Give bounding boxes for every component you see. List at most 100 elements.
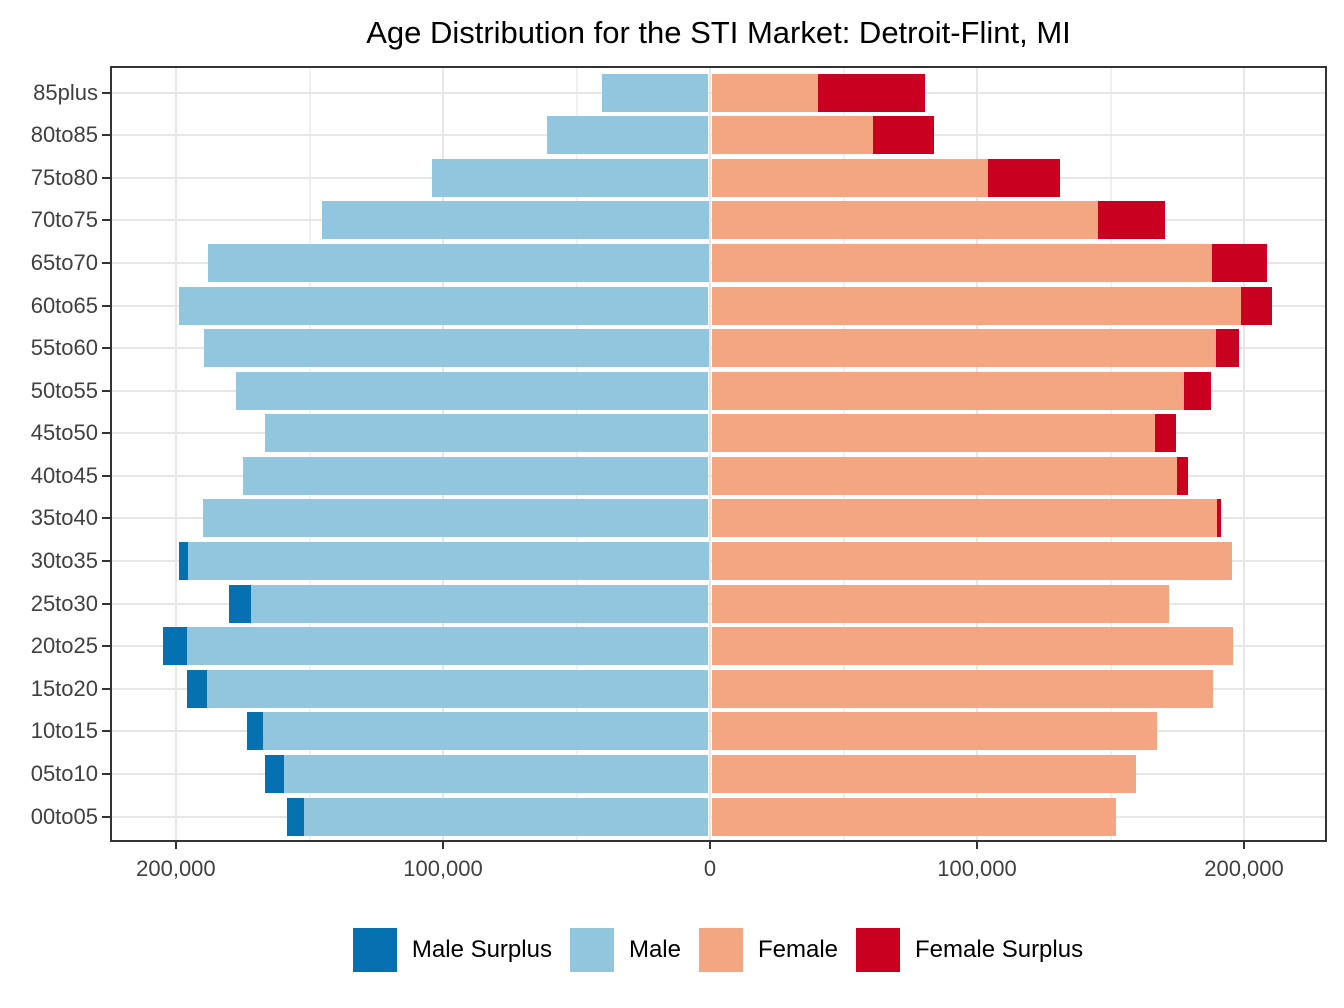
y-tick-label: 10to15 — [30, 718, 98, 744]
legend-label: Female — [757, 936, 839, 963]
x-tick-label: 100,000 — [403, 856, 483, 881]
female-bar-40to45 — [711, 456, 1178, 495]
male-bar-05to10 — [284, 754, 709, 793]
legend-item: Male Surplus — [352, 928, 552, 972]
y-tick — [102, 304, 110, 307]
y-tick-label: 00to05 — [30, 803, 98, 829]
y-tick-label: 25to30 — [30, 590, 98, 616]
y-tick-label: 50to55 — [30, 377, 98, 403]
male-bar-85plus — [601, 73, 709, 112]
y-tick-label: 20to25 — [30, 633, 98, 659]
male-surplus-bar-00to05 — [286, 797, 305, 836]
male-bar-35to40 — [202, 499, 709, 538]
female-bar-05to10 — [711, 754, 1136, 793]
y-tick — [102, 389, 110, 392]
female-surplus-bar-40to45 — [1177, 456, 1188, 495]
female-bar-75to80 — [711, 158, 988, 197]
y-tick-label: 45to50 — [30, 420, 98, 446]
x-gridline-major — [174, 66, 177, 842]
x-tick-label: 200,000 — [1204, 856, 1284, 881]
male-surplus-bar-25to30 — [229, 584, 251, 623]
male-bar-20to25 — [186, 627, 709, 666]
male-bar-25to30 — [250, 584, 709, 623]
x-tick — [442, 842, 444, 849]
y-tick-label: 75to80 — [30, 164, 98, 190]
legend-swatch-male-surplus — [352, 928, 397, 972]
male-bar-55to60 — [204, 329, 709, 367]
y-tick — [102, 176, 110, 179]
y-tick — [102, 134, 110, 137]
legend-swatch-female — [698, 928, 743, 972]
y-tick — [102, 347, 110, 349]
male-surplus-bar-15to20 — [186, 669, 207, 708]
legend-swatch-female-surplus — [856, 928, 901, 972]
female-bar-80to85 — [711, 116, 873, 155]
female-surplus-bar-35to40 — [1217, 499, 1222, 538]
y-tick-label: 65to70 — [30, 249, 98, 275]
legend: Male Surplus Male Female Female Surplus — [0, 928, 1344, 972]
x-tick — [976, 842, 978, 849]
y-tick-label: 55to60 — [30, 335, 98, 360]
male-bar-00to05 — [304, 797, 709, 836]
female-bar-30to35 — [711, 542, 1232, 580]
male-surplus-bar-05to10 — [265, 754, 285, 793]
female-bar-15to20 — [711, 669, 1214, 708]
x-gridline-major — [1243, 66, 1245, 842]
y-tick — [102, 91, 110, 94]
legend-item: Female — [698, 928, 839, 972]
male-bar-65to70 — [208, 243, 709, 282]
male-bar-30to35 — [188, 542, 709, 580]
y-tick-label: 05to10 — [30, 760, 98, 786]
x-gridline-minor — [575, 66, 578, 842]
chart-panel — [110, 66, 1327, 842]
y-tick — [102, 602, 110, 605]
y-tick — [102, 432, 110, 435]
female-bar-50to55 — [711, 371, 1184, 410]
x-gridline-minor — [308, 66, 311, 842]
legend-label: Female Surplus — [915, 936, 1084, 963]
x-tick-label: 0 — [703, 856, 717, 881]
female-surplus-bar-45to50 — [1154, 414, 1176, 453]
y-tick-label: 30to35 — [30, 548, 98, 573]
x-tick — [709, 842, 711, 849]
female-bar-70to75 — [711, 201, 1099, 240]
female-bar-60to65 — [711, 286, 1242, 325]
female-bar-00to05 — [711, 797, 1116, 836]
male-bar-40to45 — [242, 456, 709, 495]
female-surplus-bar-70to75 — [1098, 201, 1166, 240]
x-gridline-major — [976, 66, 978, 842]
female-bar-25to30 — [711, 584, 1170, 623]
y-tick-label: 85plus — [33, 79, 98, 105]
male-surplus-bar-10to15 — [246, 712, 263, 751]
x-tick-label: 100,000 — [937, 856, 1017, 881]
y-tick-label: 40to45 — [30, 462, 98, 488]
male-bar-60to65 — [178, 286, 709, 325]
female-bar-35to40 — [711, 499, 1218, 538]
y-tick-label: 60to65 — [30, 292, 98, 318]
female-surplus-bar-55to60 — [1215, 329, 1239, 367]
female-bar-20to25 — [711, 627, 1234, 666]
legend-label: Male Surplus — [411, 936, 552, 963]
female-bar-55to60 — [711, 329, 1216, 367]
legend-swatch-male — [569, 928, 614, 972]
male-bar-50to55 — [236, 371, 709, 410]
y-tick-label: 70to75 — [30, 207, 98, 233]
y-tick — [102, 474, 110, 477]
legend-item: Male — [569, 928, 681, 972]
y-tick-label: 15to20 — [30, 675, 98, 701]
chart-title: Age Distribution for the STI Market: Det… — [366, 15, 1071, 50]
x-tick — [174, 842, 177, 849]
y-tick — [102, 261, 110, 264]
male-surplus-bar-30to35 — [178, 542, 188, 580]
y-tick — [102, 517, 110, 520]
y-tick-label: 35to40 — [30, 505, 98, 531]
x-tick-label: 200,000 — [136, 856, 216, 881]
x-gridline-major — [709, 66, 711, 842]
y-tick-label: 80to85 — [30, 122, 98, 148]
male-bar-45to50 — [265, 414, 709, 453]
male-bar-70to75 — [321, 201, 709, 240]
female-surplus-bar-75to80 — [987, 158, 1060, 197]
y-tick — [102, 560, 110, 562]
x-gridline-minor — [842, 66, 845, 842]
